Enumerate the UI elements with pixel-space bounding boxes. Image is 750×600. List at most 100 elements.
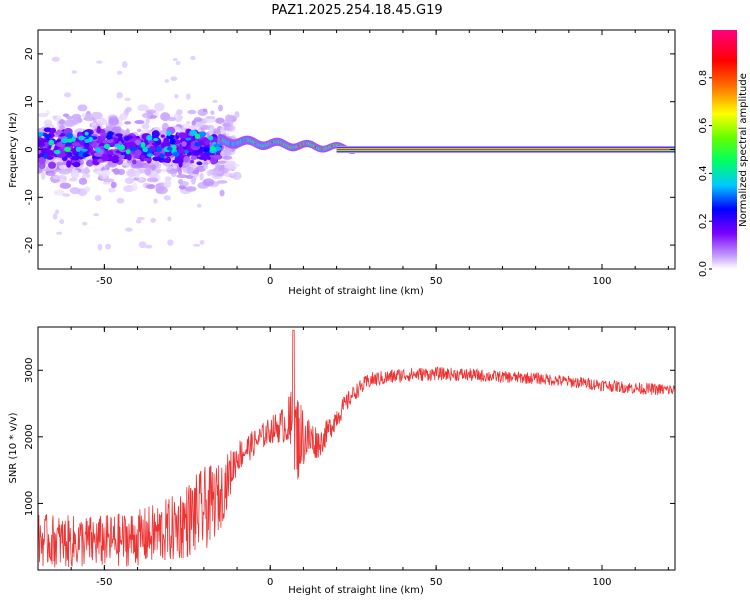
- spectrogram-cell: [51, 56, 60, 62]
- spectrogram-cell: [107, 131, 114, 137]
- spectrogram-cell: [105, 150, 114, 154]
- spectrogram-cell: [224, 147, 232, 155]
- spectrogram-cell: [71, 70, 78, 74]
- spectrogram-cell: [65, 115, 73, 120]
- spectrogram-cell: [151, 164, 157, 171]
- spectrogram-cell: [199, 172, 204, 181]
- spectrogram-cell: [125, 177, 135, 184]
- spectrogram-cell: [66, 160, 72, 168]
- spectrogram-cell: [145, 109, 157, 114]
- spectrogram-cell: [38, 141, 44, 147]
- spectrogram-cell: [108, 117, 120, 126]
- spectrogram-cell: [125, 106, 132, 112]
- spectrogram-cell: [213, 154, 223, 160]
- spectrogram-cell: [160, 134, 165, 138]
- spectrogram-cell: [53, 189, 65, 196]
- spectrogram-cell: [150, 217, 157, 223]
- spectrogram-cell: [169, 138, 176, 145]
- spectrogram-cell: [138, 177, 144, 181]
- spectrogram-cell: [181, 141, 187, 147]
- spectrogram-cell: [159, 153, 165, 159]
- spectrogram-cell: [146, 134, 153, 141]
- spectrogram-cell: [194, 141, 201, 147]
- spectrogram-cell: [142, 146, 148, 153]
- spectrogram-y-tick-label: 0: [24, 146, 35, 152]
- spectrogram-cell: [141, 112, 152, 119]
- spectrogram-cell: [175, 117, 182, 123]
- spectrogram-tone-band: [336, 149, 675, 150]
- spectrogram-cell: [86, 173, 91, 179]
- spectrogram-cell: [116, 197, 125, 204]
- spectrogram-cell: [69, 187, 81, 195]
- spectrogram-cell: [122, 163, 132, 167]
- spectrogram-cell: [234, 111, 240, 118]
- spectrogram-cell: [124, 121, 132, 125]
- spectrogram-cell: [212, 99, 219, 104]
- spectrogram-cell: [152, 138, 159, 142]
- spectrogram-cell: [134, 139, 142, 146]
- spectrogram-cell: [110, 181, 117, 189]
- spectrogram-cell: [49, 127, 57, 134]
- spectrogram-cell: [104, 243, 112, 250]
- spectrogram-cell: [190, 55, 196, 61]
- spectrogram-cell: [116, 70, 123, 75]
- spectrogram-cell: [66, 154, 72, 158]
- spectrogram-cell: [117, 146, 126, 151]
- spectrogram-cell: [52, 175, 65, 180]
- spectrogram-y-tick-label: -10: [24, 189, 35, 205]
- spectrogram-cell: [170, 76, 178, 82]
- spectrogram-cell: [162, 158, 171, 163]
- spectrogram-cell: [209, 145, 216, 151]
- spectrogram-cell: [218, 104, 224, 112]
- spectrogram-cell: [210, 110, 215, 115]
- spectrogram-cell: [134, 149, 142, 157]
- spectrogram-cell: [113, 168, 120, 175]
- spectrogram-cell: [232, 171, 242, 180]
- spectrogram-panel: -50 0 50 100 -20 -10 0 10 20 Height of straight …: [8, 29, 676, 297]
- snr-y-tick-label: 2000: [24, 424, 35, 449]
- spectrogram-cell: [126, 141, 137, 149]
- spectrogram-cell: [202, 108, 208, 112]
- spectrogram-cell: [133, 155, 140, 159]
- spectrogram-cell: [48, 139, 55, 146]
- spectrogram-cell: [59, 219, 65, 225]
- spectrogram-cell: [38, 156, 46, 165]
- spectrogram-cell: [43, 127, 52, 133]
- spectrogram-cell: [58, 119, 66, 125]
- spectrogram-cell: [115, 133, 123, 137]
- snr-x-tick-label: 50: [430, 577, 443, 588]
- spectrogram-cell: [216, 180, 228, 184]
- spectrogram-cell: [155, 186, 168, 195]
- spectrogram-cell: [38, 137, 43, 142]
- spectrogram-x-tick-label: 0: [267, 276, 273, 287]
- spectrogram-cell: [103, 178, 115, 183]
- spectrogram-cell: [179, 181, 189, 187]
- spectrogram-cell: [165, 165, 173, 171]
- spectrogram-cell: [163, 195, 171, 201]
- spectrogram-cell: [222, 155, 233, 160]
- spectrogram-cell: [164, 176, 172, 182]
- spectrogram-cell: [153, 198, 158, 204]
- colorbar-tick-label: 0.6: [698, 118, 709, 134]
- spectrogram-cell: [84, 186, 91, 192]
- spectrogram-cell: [163, 182, 169, 188]
- spectrogram-cell: [48, 161, 57, 169]
- spectrogram-cell: [154, 102, 165, 112]
- spectrogram-x-label: Height of straight line (km): [288, 286, 424, 297]
- spectrogram-cell: [190, 159, 195, 164]
- spectrogram-y-tick-label: -20: [24, 237, 35, 253]
- spectrogram-cell: [208, 127, 214, 136]
- spectrogram-cell: [62, 193, 71, 197]
- spectrogram-cell: [178, 132, 187, 139]
- snr-y-label: SNR (10 * v/v): [8, 412, 19, 483]
- spectrogram-cell: [86, 159, 94, 167]
- spectrogram-cell: [140, 142, 146, 148]
- spectrogram-cell: [125, 149, 131, 155]
- spectrogram-cell: [214, 143, 222, 147]
- spectrogram-cell: [155, 168, 162, 174]
- spectrogram-x-tick-label: 100: [592, 276, 611, 287]
- spectrogram-cell: [213, 170, 223, 175]
- spectrogram-cell: [124, 227, 133, 232]
- spectrogram-cell: [184, 149, 189, 154]
